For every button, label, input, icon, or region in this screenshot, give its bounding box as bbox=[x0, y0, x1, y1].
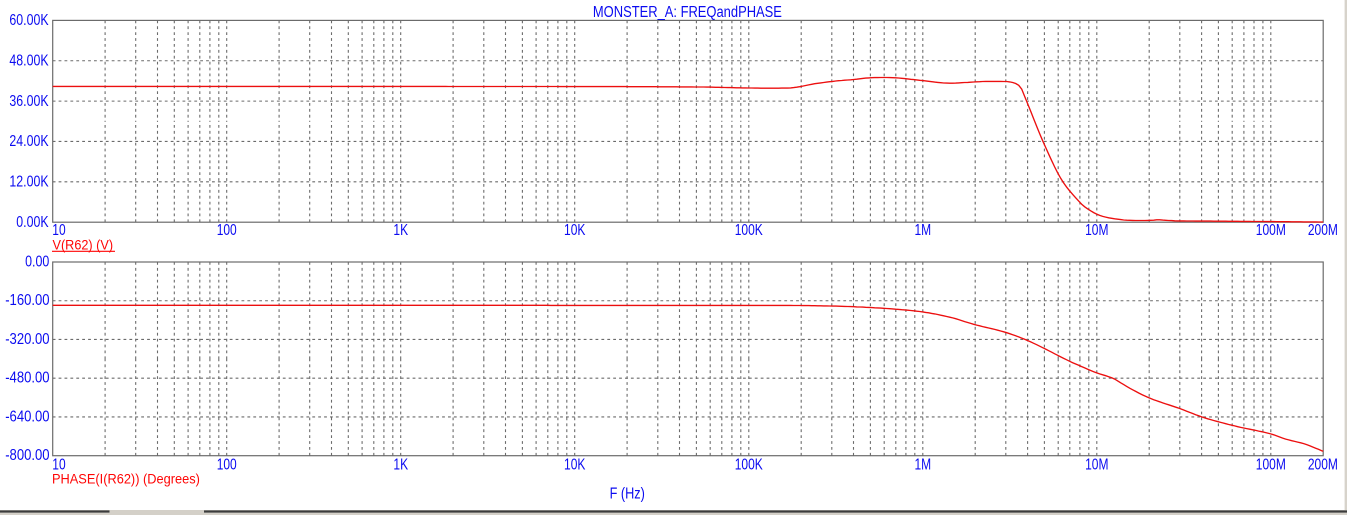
svg-text:-320.00: -320.00 bbox=[5, 331, 49, 348]
svg-text:10K: 10K bbox=[564, 220, 586, 238]
svg-text:PHASE(I(R62)) (Degrees): PHASE(I(R62)) (Degrees) bbox=[52, 471, 200, 487]
svg-text:10: 10 bbox=[52, 220, 66, 238]
svg-text:-800.00: -800.00 bbox=[5, 447, 49, 464]
svg-text:100: 100 bbox=[217, 220, 237, 238]
svg-text:MONSTER_A: FREQandPHASE: MONSTER_A: FREQandPHASE bbox=[593, 4, 782, 21]
svg-text:24.00K: 24.00K bbox=[9, 132, 49, 150]
svg-text:1M: 1M bbox=[914, 220, 931, 238]
svg-text:36.00K: 36.00K bbox=[9, 91, 49, 109]
svg-text:100K: 100K bbox=[735, 455, 764, 473]
svg-text:V(R62) (V): V(R62) (V) bbox=[53, 237, 114, 253]
svg-text:10K: 10K bbox=[564, 455, 586, 473]
svg-text:1M: 1M bbox=[914, 455, 931, 473]
svg-text:1K: 1K bbox=[393, 455, 408, 473]
svg-text:10: 10 bbox=[52, 455, 66, 473]
svg-text:200M: 200M bbox=[1308, 220, 1338, 238]
svg-text:12.00K: 12.00K bbox=[9, 172, 49, 190]
svg-text:-640.00: -640.00 bbox=[5, 408, 49, 425]
svg-text:-160.00: -160.00 bbox=[5, 292, 49, 309]
svg-text:200M: 200M bbox=[1308, 455, 1338, 473]
svg-text:1K: 1K bbox=[393, 220, 408, 238]
svg-text:100: 100 bbox=[217, 455, 237, 473]
svg-text:0.00K: 0.00K bbox=[16, 213, 49, 231]
svg-text:F (Hz): F (Hz) bbox=[610, 486, 645, 503]
svg-text:10M: 10M bbox=[1085, 455, 1108, 473]
svg-text:10M: 10M bbox=[1085, 220, 1108, 238]
svg-text:100M: 100M bbox=[1256, 455, 1286, 473]
svg-text:60.00K: 60.00K bbox=[9, 11, 49, 29]
svg-text:100K: 100K bbox=[735, 220, 764, 238]
svg-text:48.00K: 48.00K bbox=[9, 51, 49, 69]
svg-text:0.00: 0.00 bbox=[25, 252, 49, 270]
svg-text:-480.00: -480.00 bbox=[5, 370, 49, 387]
svg-text:100M: 100M bbox=[1256, 220, 1286, 238]
